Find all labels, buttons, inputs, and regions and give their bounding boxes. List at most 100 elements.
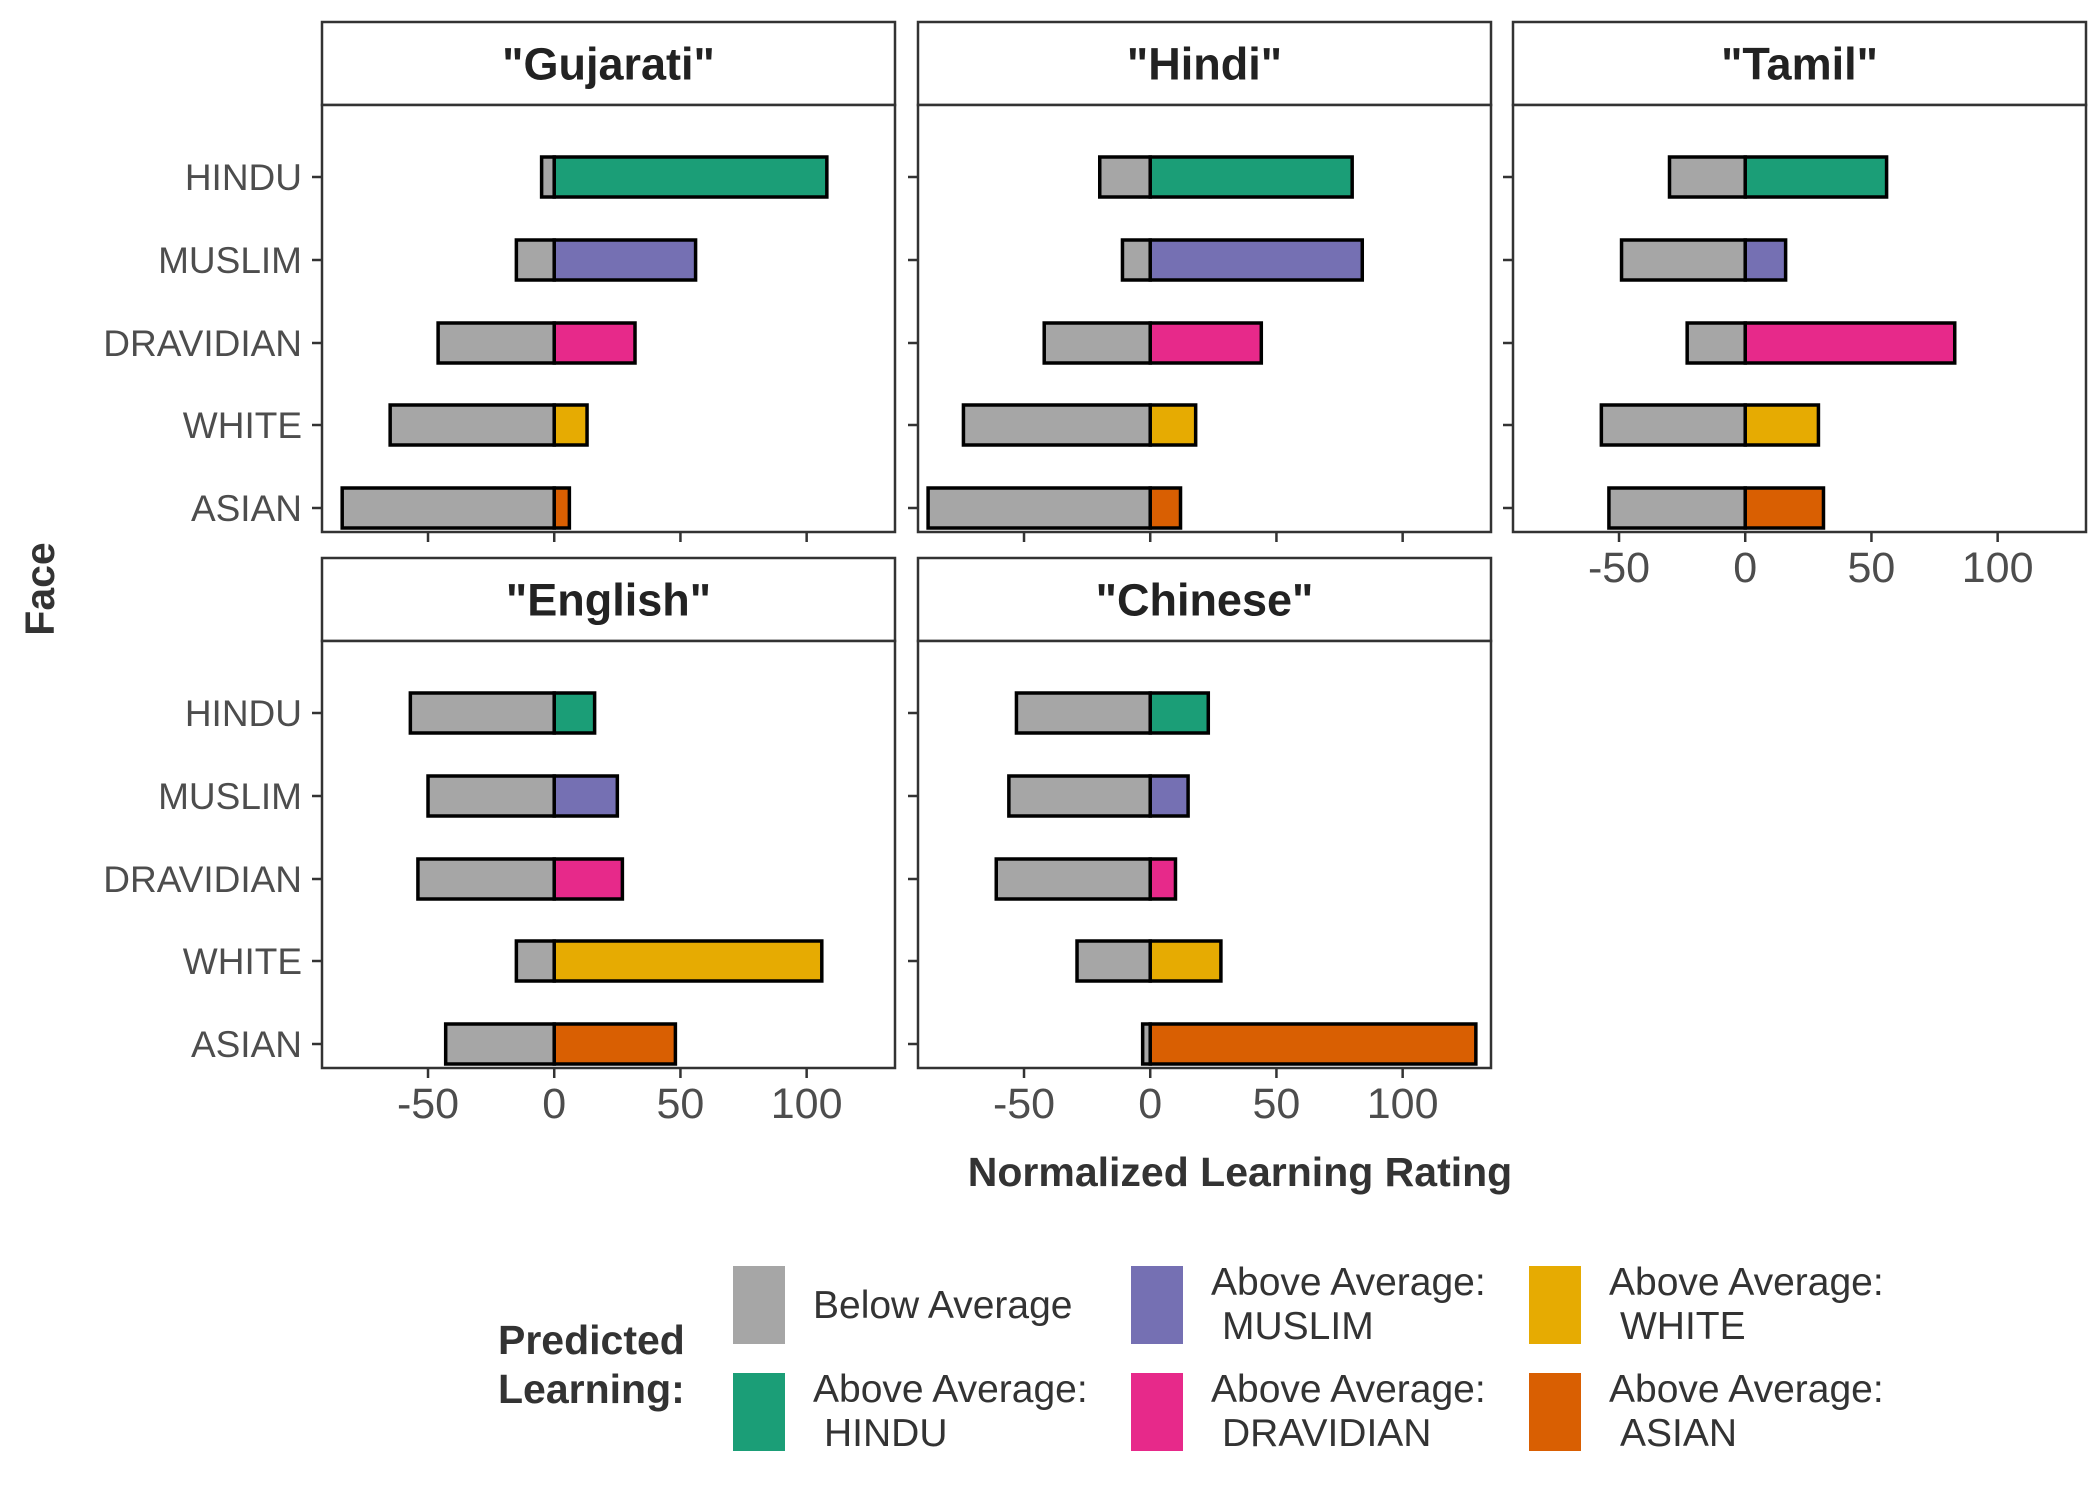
bar-above-muslim (552, 774, 620, 818)
bar-below-hindu (539, 155, 556, 199)
bar-below-white (514, 939, 556, 983)
y-axis-title: Face (17, 542, 63, 635)
facet-label-hindi: "Hindi" (1127, 39, 1282, 90)
bar-below-white (1075, 939, 1152, 983)
bar-below-white (961, 403, 1152, 447)
x-tick-label: 50 (1253, 1080, 1301, 1128)
bar-above-asian (1148, 486, 1183, 530)
bar-below-muslim (514, 238, 556, 282)
bar-above-white (552, 939, 824, 983)
x-tick-label: -50 (397, 1080, 459, 1128)
bar-above-hindu (1148, 691, 1211, 735)
bar-above-muslim (1148, 238, 1365, 282)
bar-below-white (388, 403, 556, 447)
x-tick-label: 100 (1962, 544, 2034, 592)
legend-title-line-2: Learning: (498, 1366, 685, 1412)
y-tick-label-dravidian: DRAVIDIAN (103, 323, 302, 364)
x-tick-label: 100 (771, 1080, 843, 1128)
legend-label-3-line-1: Above Average: (1211, 1368, 1486, 1411)
bar-above-hindu (1743, 155, 1889, 199)
bar-below-hindu (1667, 155, 1747, 199)
legend-label-4-line-1: Above Average: (1609, 1261, 1884, 1304)
y-tick-label-muslim: MUSLIM (158, 240, 302, 281)
bar-above-asian (552, 1022, 678, 1066)
bar-above-white (1148, 939, 1223, 983)
panel-english (320, 639, 897, 1070)
x-tick-label: 100 (1367, 1080, 1439, 1128)
bar-above-muslim (1743, 238, 1788, 282)
bar-below-muslim (1007, 774, 1152, 818)
x-tick-label: -50 (993, 1080, 1055, 1128)
legend-key-3 (1131, 1373, 1183, 1451)
bar-above-white (1148, 403, 1198, 447)
legend-key-2 (1131, 1266, 1183, 1344)
legend-label-1-line-2: HINDU (824, 1412, 948, 1455)
y-tick-label-asian: ASIAN (191, 488, 302, 529)
bar-below-hindu (408, 691, 556, 735)
bar-above-white (552, 403, 589, 447)
facet-strip-english (320, 556, 897, 643)
bar-above-hindu (552, 155, 829, 199)
facet-strip-chinese (916, 556, 1493, 643)
legend-key-1 (733, 1373, 785, 1451)
legend-label-1-line-1: Above Average: (813, 1368, 1088, 1411)
bar-above-muslim (552, 238, 698, 282)
bar-below-muslim (426, 774, 556, 818)
bar-above-asian (552, 486, 572, 530)
bar-above-hindu (552, 691, 597, 735)
legend-key-0 (733, 1266, 785, 1344)
bar-above-dravidian (1743, 321, 1957, 365)
legend-label-2-line-2: MUSLIM (1222, 1305, 1374, 1348)
bar-below-asian (1607, 486, 1747, 530)
y-tick-label-white: WHITE (183, 941, 302, 982)
facet-label-gujarati: "Gujarati" (502, 39, 715, 90)
legend-key-5 (1529, 1373, 1581, 1451)
y-tick-label-hindu: HINDU (185, 693, 302, 734)
bar-below-asian (340, 486, 556, 530)
bar-above-white (1743, 403, 1821, 447)
x-tick-label: 50 (657, 1080, 705, 1128)
bar-below-hindu (1014, 691, 1152, 735)
x-axis-title: Normalized Learning Rating (968, 1149, 1512, 1195)
legend-title-line-1: Predicted (498, 1317, 685, 1363)
facet-label-chinese: "Chinese" (1096, 575, 1314, 626)
legend-label-5-line-2: ASIAN (1620, 1412, 1737, 1455)
legend-label-5-line-1: Above Average: (1609, 1368, 1884, 1411)
bar-below-white (1599, 403, 1747, 447)
y-tick-label-white: WHITE (183, 405, 302, 446)
x-tick-label: 0 (1733, 544, 1757, 592)
legend-label-3-line-2: DRAVIDIAN (1222, 1412, 1431, 1455)
facet-strip-gujarati (320, 20, 897, 107)
bar-below-dravidian (1042, 321, 1152, 365)
bar-below-muslim (1619, 238, 1747, 282)
bar-above-asian (1743, 486, 1826, 530)
bar-above-dravidian (552, 321, 637, 365)
bar-above-asian (1148, 1022, 1478, 1066)
y-tick-label-asian: ASIAN (191, 1024, 302, 1065)
x-tick-label: 50 (1848, 544, 1896, 592)
bar-below-dravidian (1685, 321, 1747, 365)
bar-below-hindu (1097, 155, 1152, 199)
legend-label-4-line-2: WHITE (1620, 1305, 1746, 1348)
legend-key-4 (1529, 1266, 1581, 1344)
y-tick-label-hindu: HINDU (185, 157, 302, 198)
x-tick-label: 0 (542, 1080, 566, 1128)
bar-above-dravidian (552, 857, 625, 901)
y-tick-label-dravidian: DRAVIDIAN (103, 859, 302, 900)
bar-below-dravidian (436, 321, 556, 365)
bar-below-dravidian (416, 857, 556, 901)
x-tick-label: -50 (1588, 544, 1650, 592)
facet-label-tamil: "Tamil" (1721, 39, 1878, 90)
x-tick-label: 0 (1138, 1080, 1162, 1128)
legend-label-0: Below Average (813, 1284, 1072, 1327)
bar-below-asian (926, 486, 1152, 530)
bar-below-asian (443, 1022, 556, 1066)
bar-below-muslim (1120, 238, 1152, 282)
bar-below-dravidian (994, 857, 1152, 901)
bar-above-dravidian (1148, 321, 1264, 365)
legend-label-2-line-1: Above Average: (1211, 1261, 1486, 1304)
y-tick-label-muslim: MUSLIM (158, 776, 302, 817)
bar-above-muslim (1148, 774, 1190, 818)
bar-above-dravidian (1148, 857, 1178, 901)
